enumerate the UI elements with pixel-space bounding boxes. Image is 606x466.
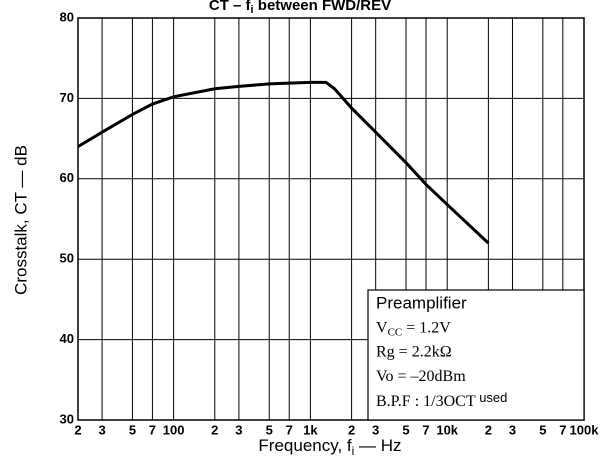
x-tick-label: 7 <box>286 422 293 437</box>
xlabel-main: Frequency, f <box>258 436 352 455</box>
x-tick-label: 2 <box>485 422 492 437</box>
y-tick-label: 70 <box>60 90 74 105</box>
x-tick-label: 2 <box>211 422 218 437</box>
annotation-line: Preamplifier <box>376 293 467 312</box>
y-tick-label: 80 <box>60 9 74 24</box>
annotation-rest: = 1.2V <box>402 319 451 336</box>
y-tick-label: 50 <box>60 251 74 266</box>
x-tick-label: 3 <box>509 422 516 437</box>
x-tick-label: 7 <box>149 422 156 437</box>
annotation-line: VCC = 1.2V <box>376 319 451 338</box>
x-tick-label: 100 <box>163 422 185 437</box>
x-tick-label: 2 <box>348 422 355 437</box>
y-tick-label: 30 <box>60 411 74 426</box>
x-tick-label: 5 <box>539 422 546 437</box>
x-tick-label: 7 <box>422 422 429 437</box>
annotation-line: Rg = 2.2kΩ <box>376 344 452 361</box>
x-tick-label: 7 <box>559 422 566 437</box>
xlabel-rest: — Hz <box>354 436 401 455</box>
x-tick-label: 5 <box>402 422 409 437</box>
annotation-text: B.P.F : 1/3OCT <box>376 393 476 410</box>
annotation-sub: CC <box>388 326 403 338</box>
annotation-box <box>367 289 585 421</box>
x-tick-label: 3 <box>98 422 105 437</box>
title-rest: between FWD/REV <box>254 0 392 14</box>
annotation: Preamplifier VCC = 1.2V Rg = 2.2kΩ Vo = –20… <box>376 293 507 409</box>
xlabel-sub: i <box>352 444 355 458</box>
x-tick-label: 5 <box>266 422 273 437</box>
annotation-text: V <box>376 319 388 336</box>
chart-title: CT – fi between FWD/REV <box>209 0 391 16</box>
x-tick-label: 100k <box>570 422 600 437</box>
title-sub: i <box>251 4 254 16</box>
annotation-line: Vo = –20dBm <box>376 368 466 385</box>
y-axis-label: Crosstalk, CT — dB <box>11 145 30 295</box>
x-tick-label: 5 <box>129 422 136 437</box>
title-main: CT – f <box>209 0 252 14</box>
x-axis-label: Frequency, fi — Hz <box>258 436 401 458</box>
annotation-rest: used <box>476 390 508 405</box>
y-tick-label: 60 <box>60 170 74 185</box>
plot-frame <box>77 17 585 421</box>
x-tick-label: 3 <box>372 422 379 437</box>
curve <box>77 80 490 245</box>
x-tick-label: 3 <box>235 422 242 437</box>
annotation-line: B.P.F : 1/3OCT used <box>376 390 507 409</box>
y-tick-label: 40 <box>60 331 74 346</box>
x-tick-label: 10k <box>436 422 458 437</box>
x-tick-label: 1k <box>303 422 318 437</box>
x-tick-label: 2 <box>74 422 81 437</box>
